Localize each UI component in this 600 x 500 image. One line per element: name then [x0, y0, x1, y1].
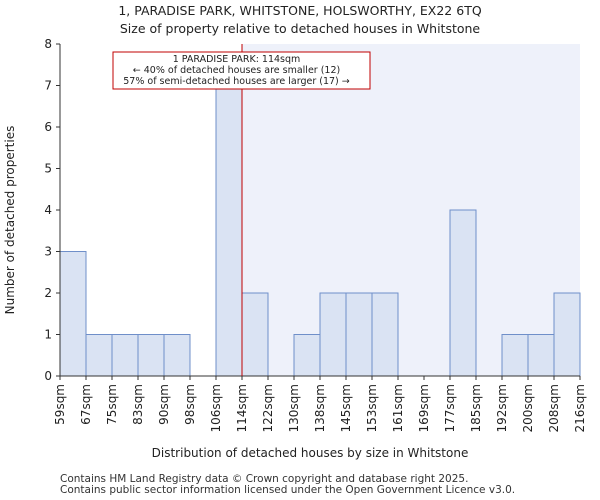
- x-tick-label: 169sqm: [417, 384, 431, 432]
- x-tick-label: 192sqm: [495, 384, 509, 432]
- bar: [215, 85, 243, 377]
- bar: [449, 209, 477, 377]
- bar: [111, 334, 139, 377]
- bar: [345, 292, 373, 377]
- x-tick-label: 106sqm: [209, 384, 223, 432]
- y-tick-label: 0: [44, 369, 52, 383]
- y-tick-label: 5: [44, 162, 52, 176]
- bar: [241, 292, 269, 377]
- x-tick-label: 114sqm: [235, 384, 249, 432]
- x-tick-label: 145sqm: [339, 384, 353, 432]
- y-axis-label: Number of detached properties: [3, 126, 17, 315]
- x-tick-label: 216sqm: [573, 384, 587, 432]
- x-tick-label: 177sqm: [443, 384, 457, 432]
- x-tick-label: 161sqm: [391, 384, 405, 432]
- bar: [527, 334, 555, 377]
- y-tick-label: 2: [44, 286, 52, 300]
- x-tick-label: 67sqm: [79, 384, 93, 425]
- y-tick-label: 1: [44, 328, 52, 342]
- annotation-box: [112, 51, 371, 90]
- x-tick-label: 75sqm: [105, 384, 119, 425]
- highlight-region: [242, 44, 580, 376]
- annotation-line: 1 PARADISE PARK: 114sqm: [173, 54, 301, 65]
- bar: [319, 292, 347, 377]
- x-tick-label: 90sqm: [157, 384, 171, 425]
- x-tick-label: 200sqm: [521, 384, 535, 432]
- x-tick-label: 138sqm: [313, 384, 327, 432]
- bar: [293, 334, 321, 377]
- y-tick-label: 8: [44, 37, 52, 51]
- x-tick-label: 98sqm: [183, 384, 197, 425]
- bar: [137, 334, 165, 377]
- footer-line-1: Contains HM Land Registry data © Crown c…: [60, 473, 469, 485]
- bar: [553, 292, 581, 377]
- x-tick-label: 59sqm: [53, 384, 67, 425]
- bar: [59, 251, 87, 377]
- x-tick-label: 153sqm: [365, 384, 379, 432]
- y-tick-label: 7: [44, 79, 52, 93]
- annotation-line: 57% of semi-detached houses are larger (…: [123, 76, 350, 87]
- bar: [371, 292, 399, 377]
- bar: [85, 334, 113, 377]
- y-tick-label: 3: [44, 245, 52, 259]
- bar: [163, 334, 191, 377]
- x-tick-label: 185sqm: [469, 384, 483, 432]
- bar: [501, 334, 529, 377]
- x-tick-label: 208sqm: [547, 384, 561, 432]
- annotation-line: ← 40% of detached houses are smaller (12…: [133, 65, 340, 76]
- chart-title: 1, PARADISE PARK, WHITSTONE, HOLSWORTHY,…: [118, 3, 482, 18]
- chart-subtitle: Size of property relative to detached ho…: [119, 21, 481, 36]
- x-tick-label: 83sqm: [131, 384, 145, 425]
- footer-line-2: Contains public sector information licen…: [60, 484, 516, 496]
- x-tick-label: 122sqm: [261, 384, 275, 432]
- y-tick-label: 6: [44, 120, 52, 134]
- y-tick-label: 4: [44, 203, 52, 217]
- x-tick-label: 130sqm: [287, 384, 301, 432]
- x-axis-label: Distribution of detached houses by size …: [152, 446, 469, 460]
